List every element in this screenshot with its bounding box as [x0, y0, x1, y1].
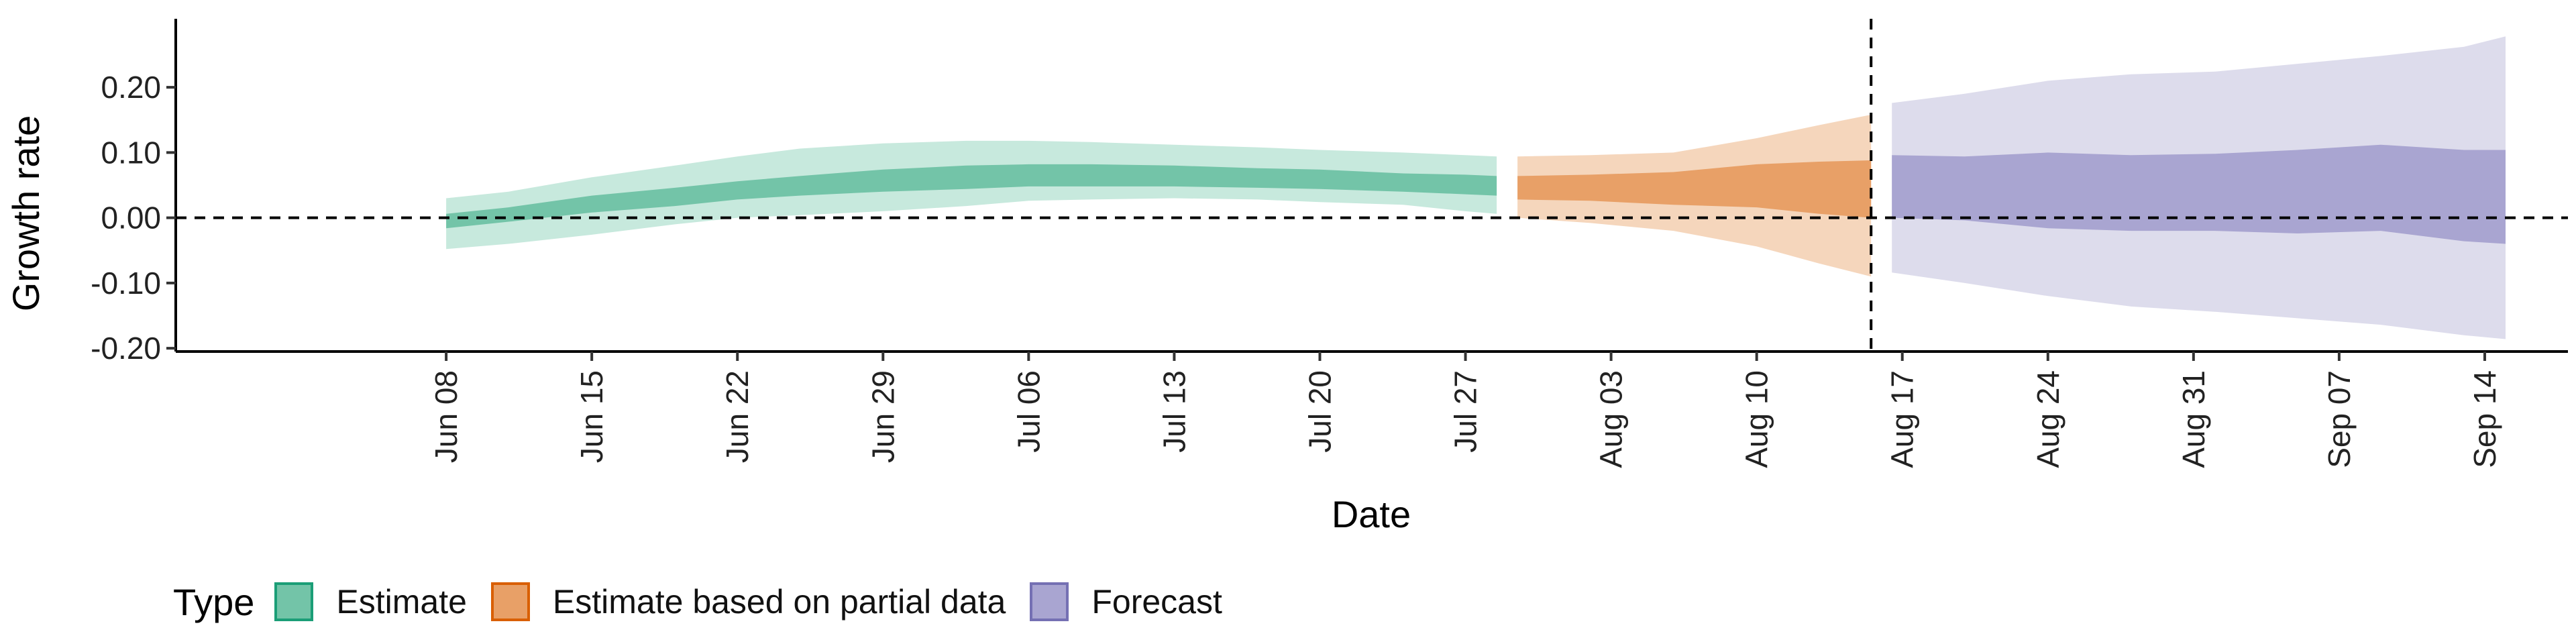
- legend-label-estimate: Estimate: [336, 583, 467, 621]
- band-inner-estimate: [446, 164, 1497, 229]
- legend-item-partial: Estimate based on partial data: [490, 582, 1006, 621]
- y-tick-label: 0.10: [101, 135, 161, 170]
- x-tick-label: Jun 08: [429, 370, 464, 463]
- x-axis-ticks: Jun 08 Jun 15 Jun 22 Jun 29 Jul 06 Jul 13 Jul …: [429, 352, 2502, 468]
- x-tick-label: Aug 10: [1739, 370, 1774, 468]
- x-tick-label: Aug 31: [2176, 370, 2211, 468]
- axes: [174, 19, 2568, 353]
- legend-label-partial: Estimate based on partial data: [552, 583, 1006, 621]
- legend-item-estimate: Estimate: [274, 582, 467, 621]
- x-tick-label: Jun 29: [865, 370, 900, 463]
- x-tick-label: Jul 27: [1448, 370, 1483, 453]
- x-tick-label: Aug 17: [1885, 370, 1920, 468]
- x-tick-label: Jul 20: [1303, 370, 1338, 453]
- reference-lines: [176, 19, 2568, 352]
- legend-title: Type: [173, 580, 255, 623]
- legend: Type Estimate Estimate based on partial …: [173, 578, 1246, 625]
- legend-item-forecast: Forecast: [1030, 582, 1222, 621]
- legend-key-forecast: [1030, 582, 1069, 621]
- y-axis-ticks: -0.20 -0.10 0.00 0.10 0.20: [91, 70, 176, 366]
- x-tick-label: Aug 24: [2031, 370, 2065, 468]
- y-tick-label: 0.00: [101, 201, 161, 235]
- y-tick-label: 0.20: [101, 70, 161, 105]
- x-tick-label: Jul 06: [1011, 370, 1046, 453]
- legend-key-estimate: [274, 582, 314, 621]
- x-tick-label: Sep 14: [2467, 370, 2502, 468]
- y-axis-title: Growth rate: [5, 115, 47, 312]
- x-tick-label: Jul 13: [1157, 370, 1191, 453]
- legend-key-partial: [490, 582, 530, 621]
- x-tick-label: Jun 15: [574, 370, 609, 463]
- x-axis-title: Date: [1332, 493, 1411, 535]
- band-inner-estimate-based-on-partial-data: [1517, 160, 1872, 218]
- y-tick-label: -0.20: [91, 331, 161, 366]
- x-tick-label: Jun 22: [720, 370, 755, 463]
- ribbon-bands: [446, 36, 2506, 339]
- x-tick-label: Aug 03: [1594, 370, 1629, 468]
- x-tick-label: Sep 07: [2322, 370, 2357, 468]
- legend-label-forecast: Forecast: [1091, 583, 1222, 621]
- y-tick-label: -0.10: [91, 266, 161, 301]
